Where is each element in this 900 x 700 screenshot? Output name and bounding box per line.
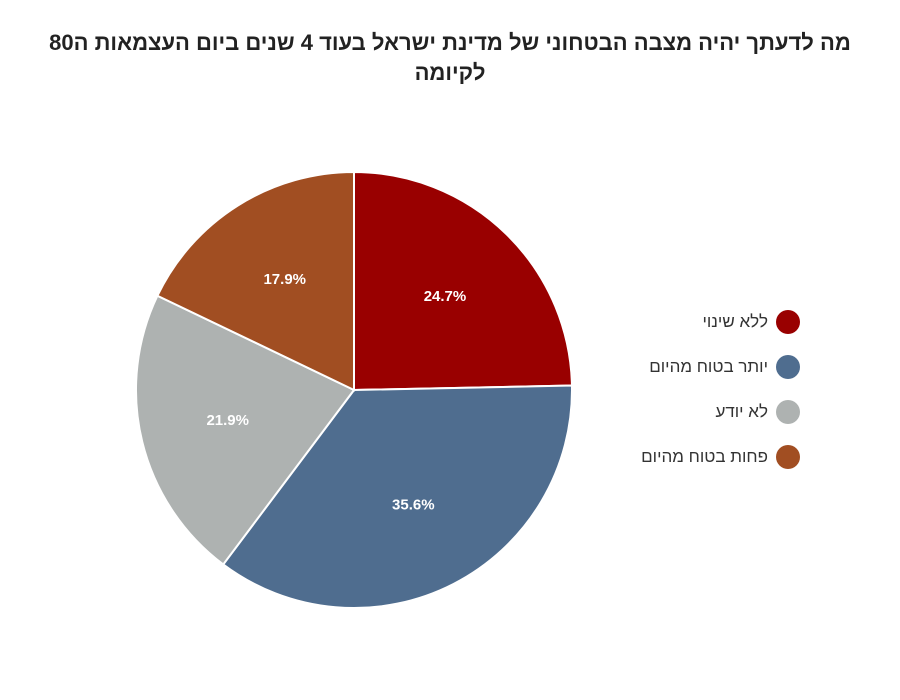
legend-swatch	[776, 355, 800, 379]
legend-label: ללא שינוי	[702, 312, 768, 331]
legend-swatch	[776, 400, 800, 424]
legend-swatch	[776, 310, 800, 334]
legend-item-more-secure: יותר בטוח מהיום	[560, 350, 800, 384]
legend-item-no-change: ללא שינוי	[560, 305, 800, 339]
chart-title: מה לדעתך יהיה מצבה הבטחוני של מדינת ישרא…	[49, 30, 851, 85]
legend-label: פחות בטוח מהיום	[641, 447, 768, 466]
legend-label: יותר בטוח מהיום	[649, 357, 768, 376]
legend-label: לא יודע	[715, 402, 768, 421]
legend: ללא שינוי יותר בטוח מהיום לא יודע פחות ב…	[560, 305, 800, 485]
pie-slice-more-secure	[221, 384, 573, 609]
slice-value-label: 21.9%	[206, 412, 249, 429]
slice-value-label: 24.7%	[424, 288, 467, 305]
pie-slice-no-change	[353, 170, 573, 392]
pie-slice-less-secure	[156, 170, 355, 392]
legend-item-less-secure: פחות בטוח מהיום	[560, 440, 800, 474]
legend-item-dont-know: לא יודע	[560, 395, 800, 429]
slice-value-label: 35.6%	[392, 497, 435, 514]
pie-slice-dont-know	[135, 294, 356, 566]
legend-swatch	[776, 445, 800, 469]
slice-value-label: 17.9%	[263, 271, 306, 288]
